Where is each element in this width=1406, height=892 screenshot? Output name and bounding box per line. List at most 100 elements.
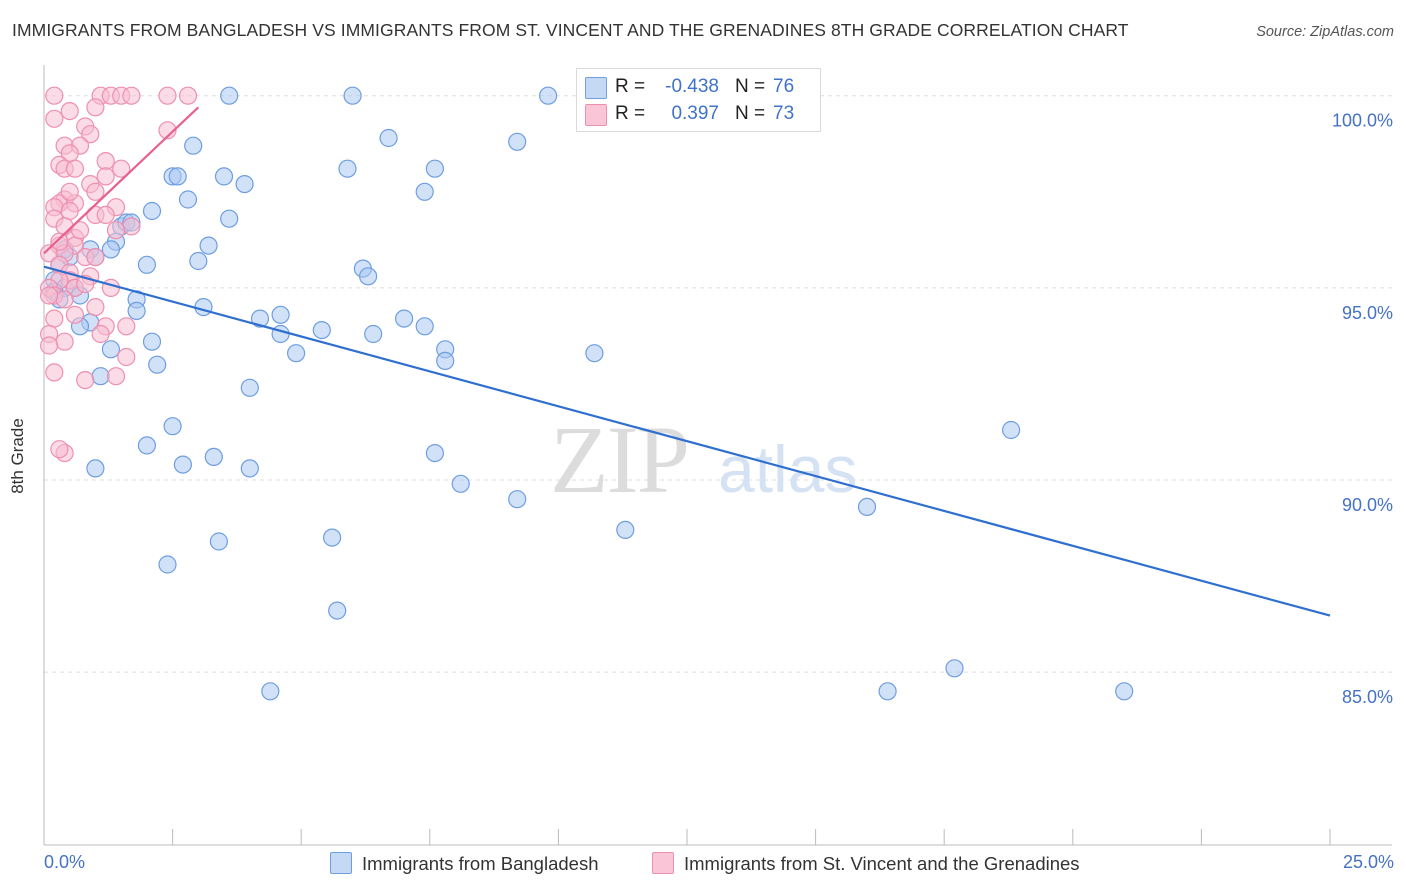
- trend-line-st-vincent: [43, 106, 200, 255]
- y-axis-label: 8th Grade: [8, 418, 27, 494]
- data-point: [142, 332, 162, 351]
- data-point: [106, 367, 126, 386]
- bottom-legend-label: Immigrants from St. Vincent and the Gren…: [684, 853, 1080, 874]
- legend-swatch-blue: [585, 77, 607, 99]
- data-point: [86, 298, 105, 317]
- data-point: [86, 248, 105, 267]
- data-point: [395, 309, 414, 328]
- data-point: [70, 221, 90, 240]
- data-point: [199, 236, 218, 255]
- data-point: [39, 286, 59, 305]
- data-point: [585, 344, 604, 363]
- data-point: [142, 201, 162, 221]
- data-point: [96, 152, 115, 171]
- legend-row-st-vincent: R = 0.397 N = 73: [577, 101, 820, 127]
- data-point: [96, 205, 115, 224]
- data-point: [271, 324, 290, 344]
- data-point: [220, 209, 239, 228]
- data-point: [45, 109, 64, 128]
- data-point: [240, 378, 259, 397]
- axes: [43, 65, 1392, 846]
- data-point: [508, 132, 527, 151]
- data-point: [81, 125, 100, 144]
- data-point: [338, 159, 357, 178]
- bottom-legend-label: Immigrants from Bangladesh: [362, 853, 599, 874]
- data-point: [1115, 682, 1134, 701]
- legend-n-label: N =: [735, 103, 766, 124]
- data-point: [323, 528, 342, 547]
- data-point: [60, 182, 79, 201]
- data-point: [117, 317, 136, 336]
- bottom-legend-st-vincent: Immigrants from St. Vincent and the Gren…: [652, 852, 1080, 875]
- data-point: [91, 367, 110, 386]
- data-point: [379, 128, 398, 148]
- trend-line-bangladesh: [43, 265, 1331, 617]
- data-point: [240, 459, 259, 478]
- data-point: [287, 344, 306, 363]
- data-point: [86, 182, 105, 201]
- data-point: [878, 682, 897, 701]
- data-point: [436, 351, 455, 370]
- data-point: [101, 340, 121, 359]
- legend-n-label: N =: [735, 76, 766, 97]
- data-point: [158, 86, 177, 105]
- data-point: [91, 324, 110, 344]
- gridlines: [44, 95, 1392, 673]
- y-tick-labels: 85.0% 90.0% 95.0% 100.0%: [1332, 111, 1393, 707]
- data-point: [328, 601, 347, 620]
- data-point: [122, 86, 141, 105]
- data-point: [65, 305, 85, 324]
- data-point: [220, 86, 239, 105]
- data-point: [271, 305, 290, 324]
- data-point: [1001, 420, 1021, 440]
- data-point: [204, 447, 223, 466]
- data-point: [451, 474, 470, 493]
- data-point: [86, 98, 105, 117]
- x-tick-label-max: 25.0%: [1342, 852, 1394, 872]
- data-point: [65, 159, 85, 178]
- chart-title: IMMIGRANTS FROM BANGLADESH VS IMMIGRANTS…: [12, 20, 1129, 40]
- series-st-vincent-points: [39, 86, 198, 463]
- data-point: [178, 190, 198, 209]
- correlation-legend: R = -0.438 N = 76 R = 0.397 N = 73: [576, 68, 821, 132]
- data-point: [45, 86, 64, 105]
- series-bangladesh-points: [45, 86, 1134, 701]
- legend-r-value: -0.438: [665, 76, 719, 97]
- data-point: [96, 167, 115, 186]
- data-point: [235, 175, 254, 194]
- bottom-legend-swatch-pink: [652, 852, 674, 874]
- data-point: [50, 440, 69, 459]
- y-tick-label: 95.0%: [1342, 303, 1393, 323]
- data-point: [45, 363, 64, 382]
- data-point: [415, 182, 434, 201]
- data-point: [101, 278, 121, 297]
- data-point: [137, 436, 156, 455]
- data-point: [50, 232, 69, 251]
- data-point: [178, 86, 198, 105]
- data-point: [45, 309, 64, 328]
- y-tick-label: 90.0%: [1342, 495, 1393, 515]
- bottom-legend-swatch-blue: [330, 852, 352, 874]
- data-point: [127, 301, 146, 320]
- data-point: [312, 321, 331, 340]
- x-tick-label-min: 0.0%: [44, 852, 86, 872]
- data-point: [122, 217, 141, 236]
- data-point: [214, 167, 234, 186]
- data-point: [112, 159, 131, 178]
- chart-source: Source: ZipAtlas.com: [1256, 24, 1394, 40]
- y-tick-label: 100.0%: [1332, 111, 1393, 131]
- y-tick-label: 85.0%: [1342, 687, 1393, 707]
- legend-r-label: R =: [615, 103, 646, 124]
- legend-swatch-pink: [585, 104, 607, 126]
- data-point: [101, 240, 121, 259]
- data-point: [425, 159, 444, 178]
- data-point: [189, 251, 208, 271]
- data-point: [343, 86, 362, 105]
- data-point: [39, 336, 59, 355]
- data-point: [857, 497, 877, 516]
- legend-n-value: 73: [773, 103, 795, 124]
- data-point: [194, 298, 213, 317]
- data-point: [117, 347, 136, 367]
- data-point: [538, 86, 558, 105]
